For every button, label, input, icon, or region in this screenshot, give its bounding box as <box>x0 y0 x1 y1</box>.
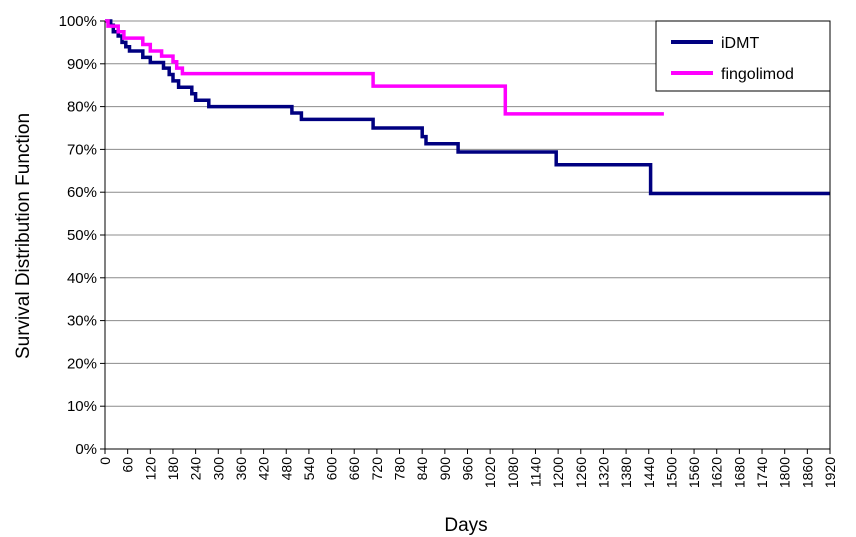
y-tick-label: 30% <box>67 313 97 330</box>
x-tick-label: 240 <box>188 457 204 481</box>
legend-label-idmt: iDMT <box>721 35 759 52</box>
y-tick-label: 60% <box>67 184 97 201</box>
y-tick-label: 50% <box>67 227 97 244</box>
x-tick-label: 1740 <box>754 457 770 488</box>
y-tick-label: 100% <box>59 13 97 30</box>
legend: iDMT fingolimod <box>655 20 831 92</box>
x-tick-label: 1200 <box>550 457 566 488</box>
x-tick-label: 1260 <box>573 457 589 488</box>
x-tick-label: 540 <box>301 457 317 481</box>
y-axis-title: Survival Distribution Function <box>13 113 34 359</box>
legend-label-fingolimod: fingolimod <box>721 66 794 83</box>
legend-box <box>655 20 831 92</box>
x-tick-label: 780 <box>392 457 408 481</box>
x-tick-label: 0 <box>97 457 113 465</box>
x-tick-label: 1140 <box>527 457 543 487</box>
x-tick-label: 1500 <box>663 457 679 488</box>
x-tick-label: 300 <box>210 457 226 481</box>
x-tick-label: 1560 <box>686 457 702 488</box>
x-tick-label: 900 <box>437 457 453 481</box>
y-tick-label: 90% <box>67 56 97 73</box>
x-tick-label: 480 <box>278 457 294 481</box>
x-tick-label: 1860 <box>799 457 815 488</box>
x-tick-label: 1680 <box>731 457 747 488</box>
x-tick-label: 420 <box>256 457 272 481</box>
x-tick-label: 660 <box>346 457 362 481</box>
x-tick-label: 1320 <box>595 457 611 488</box>
x-tick-label: 1440 <box>641 457 657 488</box>
series-line-fingolimod <box>105 19 664 116</box>
x-tick-label: 720 <box>369 457 385 481</box>
x-tick-label: 1020 <box>482 457 498 488</box>
y-tick-label: 10% <box>67 398 97 415</box>
series-line-idmt <box>105 19 830 196</box>
x-tick-label: 840 <box>414 457 430 481</box>
y-tick-label: 20% <box>67 355 97 372</box>
x-tick-label: 60 <box>120 457 136 473</box>
x-axis-title: Days <box>444 515 487 536</box>
x-tick-label: 180 <box>165 457 181 481</box>
x-tick-label: 1800 <box>777 457 793 488</box>
y-tick-label: 0% <box>75 441 97 458</box>
x-tick-label: 1380 <box>618 457 634 488</box>
x-tick-labels: 0 60 120 180 240 300 360 420 480 540 600 660 720 780 8… <box>97 449 838 488</box>
x-tick-label: 1920 <box>822 457 838 488</box>
x-tick-label: 120 <box>142 457 158 481</box>
x-tick-label: 960 <box>460 457 476 481</box>
x-tick-label: 360 <box>233 457 249 481</box>
x-tick-label: 1080 <box>505 457 521 488</box>
series-layer <box>105 19 830 196</box>
x-tick-label: 1620 <box>709 457 725 488</box>
y-tick-labels: 0% 10% 20% 30% 40% 50% 60% 70% 80% 90% 100% <box>59 13 97 458</box>
x-tick-label: 600 <box>324 457 340 481</box>
y-tick-label: 80% <box>67 99 97 116</box>
y-tick-label: 40% <box>67 270 97 287</box>
y-tick-label: 70% <box>67 141 97 158</box>
